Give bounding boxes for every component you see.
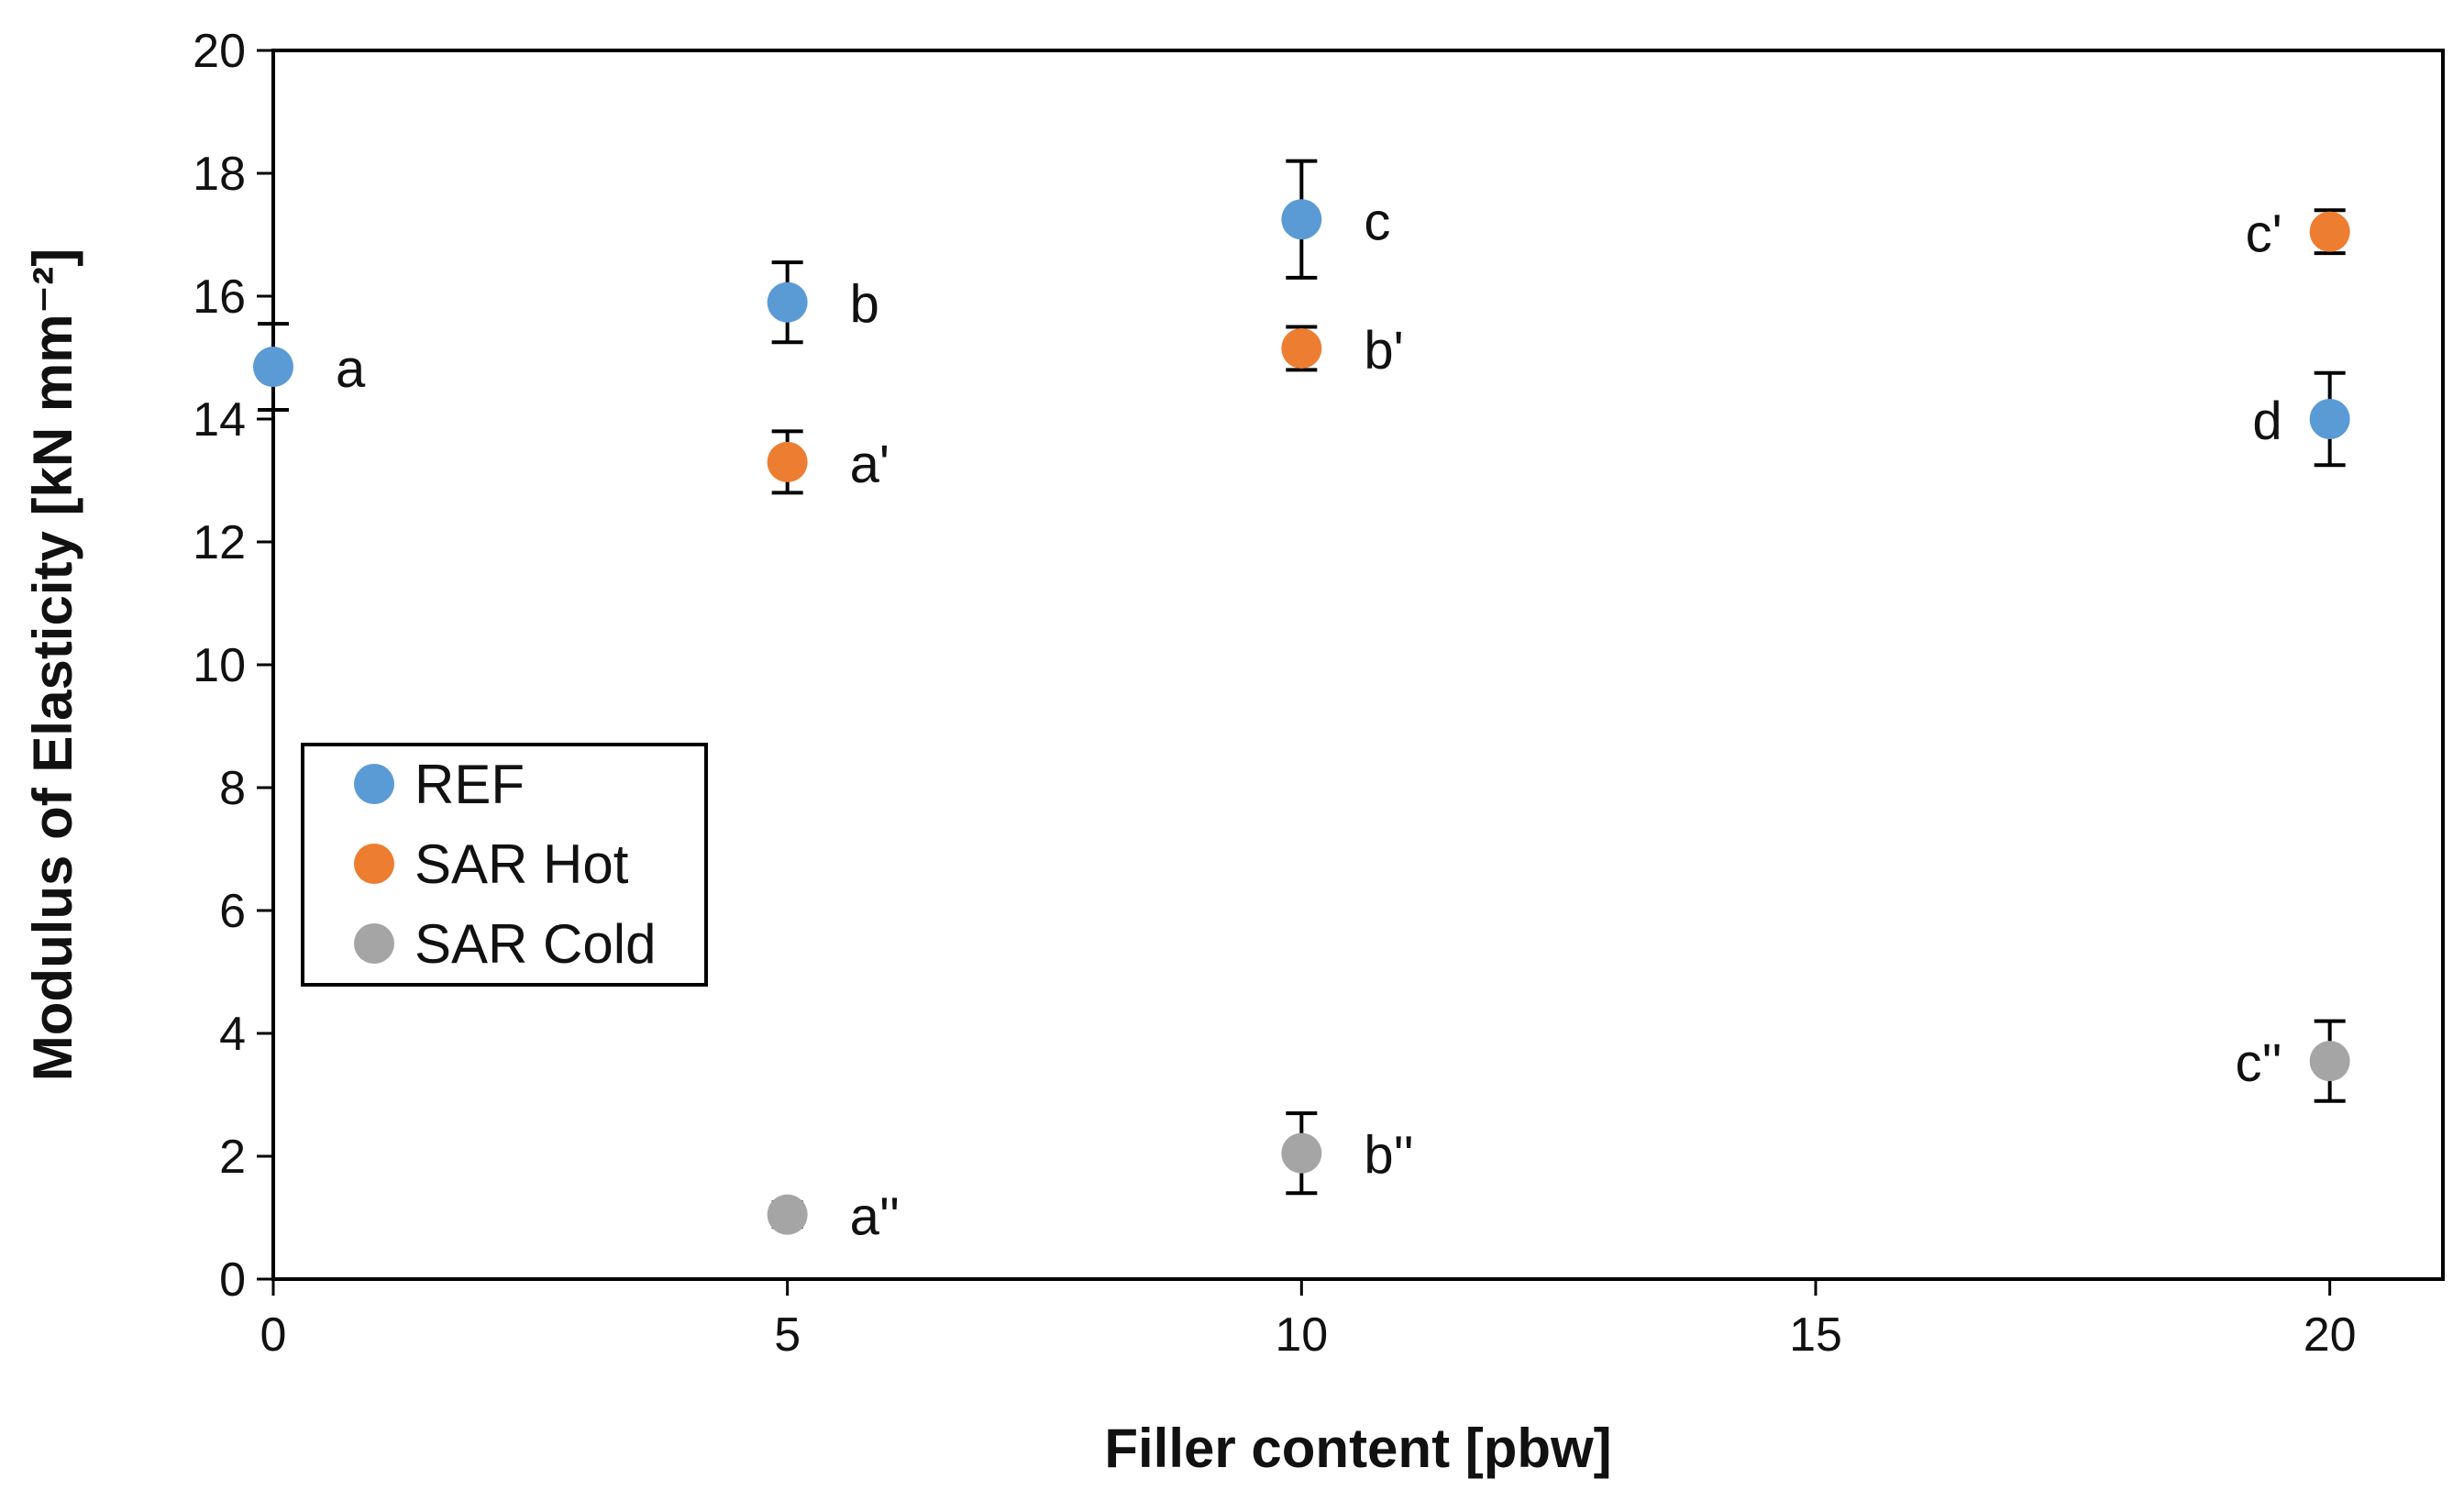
legend-item: SAR Hot [354, 833, 629, 895]
point-label: b' [1364, 321, 1403, 381]
y-tick-label: 0 [219, 1253, 246, 1307]
point-label: a' [850, 435, 889, 494]
legend-item: SAR Cold [354, 913, 656, 975]
data-point-ref [1281, 199, 1322, 240]
x-axis: 0 5 10 15 20 [260, 1279, 2357, 1362]
y-tick-label: 8 [219, 762, 246, 815]
data-point-sar-hot [767, 441, 808, 482]
point-label: c [1364, 192, 1390, 251]
data-point-ref [253, 347, 293, 388]
y-tick-label: 18 [193, 148, 246, 201]
legend-marker [354, 923, 394, 964]
legend-marker [354, 764, 394, 804]
x-tick-label: 10 [1275, 1308, 1328, 1362]
data-point-sar-cold [1281, 1132, 1322, 1174]
data-points [253, 199, 2350, 1235]
data-point-sar-hot [1281, 327, 1322, 369]
legend-label: SAR Hot [414, 833, 629, 895]
y-tick-label: 12 [193, 516, 246, 569]
x-tick-label: 15 [1789, 1308, 1842, 1362]
y-tick-label: 20 [193, 25, 246, 78]
x-axis-title: Filler content [pbw] [1104, 1418, 1611, 1479]
y-tick-label: 2 [219, 1131, 246, 1184]
y-axis: 0 2 4 6 8 10 12 14 16 18 20 [193, 25, 273, 1307]
y-tick-label: 14 [193, 393, 246, 447]
y-axis-title: Modulus of Elasticity [kN mm⁻²] [22, 248, 83, 1081]
point-label: c'' [2235, 1033, 2282, 1093]
legend-label: SAR Cold [414, 913, 656, 975]
data-point-sar-cold [2309, 1041, 2350, 1082]
legend-item: REF [354, 754, 525, 815]
data-point-sar-hot [2309, 211, 2350, 252]
point-label: c' [2246, 204, 2282, 264]
data-point-sar-cold [767, 1194, 808, 1235]
point-label: a [336, 339, 366, 399]
plot-area-frame [271, 49, 2445, 1281]
point-label: d [2252, 392, 2282, 451]
y-tick-label: 4 [219, 1008, 246, 1061]
y-tick-label: 16 [193, 270, 246, 324]
data-point-ref [767, 281, 808, 323]
legend-label: REF [414, 754, 525, 815]
legend-marker [354, 844, 394, 884]
y-tick-label: 10 [193, 639, 246, 692]
point-label: b'' [1364, 1126, 1413, 1186]
x-tick-label: 20 [2304, 1308, 2357, 1362]
point-labels: a b c d a' b' c' a'' b'' c'' [336, 192, 2282, 1246]
x-tick-label: 5 [774, 1308, 801, 1362]
point-label: a'' [850, 1187, 900, 1247]
legend: REF SAR Hot SAR Cold [301, 743, 708, 987]
data-point-ref [2309, 399, 2350, 439]
point-label: b [850, 275, 879, 335]
y-tick-label: 6 [219, 885, 246, 938]
x-tick-label: 0 [260, 1308, 287, 1362]
